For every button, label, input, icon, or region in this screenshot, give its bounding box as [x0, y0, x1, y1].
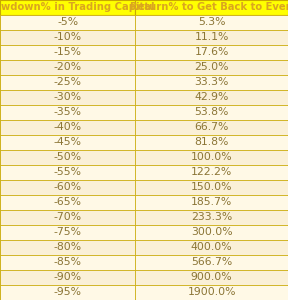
Text: 33.3%: 33.3%: [194, 77, 229, 87]
Bar: [0, 225, 135, 240]
Bar: [135, 285, 288, 300]
Bar: [135, 30, 288, 45]
Bar: [135, 75, 288, 90]
Text: 100.0%: 100.0%: [191, 152, 232, 162]
Bar: [0, 210, 135, 225]
Text: 53.8%: 53.8%: [194, 107, 229, 117]
Text: 66.7%: 66.7%: [194, 122, 229, 132]
Text: -75%: -75%: [54, 227, 82, 237]
Bar: [0, 45, 135, 60]
Text: -65%: -65%: [54, 197, 82, 207]
Bar: [135, 225, 288, 240]
Bar: [0, 15, 135, 30]
Bar: [0, 165, 135, 180]
Text: -30%: -30%: [54, 92, 82, 102]
Bar: [0, 255, 135, 270]
Bar: [135, 105, 288, 120]
Bar: [135, 150, 288, 165]
Bar: [135, 120, 288, 135]
Bar: [135, 60, 288, 75]
Text: 150.0%: 150.0%: [191, 182, 232, 192]
Bar: [135, 180, 288, 195]
Text: 81.8%: 81.8%: [194, 137, 229, 147]
Text: 122.2%: 122.2%: [191, 167, 232, 177]
Bar: [135, 0, 288, 15]
Text: -20%: -20%: [54, 62, 82, 72]
Text: 300.0%: 300.0%: [191, 227, 232, 237]
Text: 566.7%: 566.7%: [191, 257, 232, 268]
Text: 42.9%: 42.9%: [194, 92, 229, 102]
Text: -90%: -90%: [54, 272, 82, 283]
Bar: [0, 0, 135, 15]
Bar: [135, 210, 288, 225]
Bar: [0, 90, 135, 105]
Bar: [135, 240, 288, 255]
Bar: [0, 150, 135, 165]
Text: 17.6%: 17.6%: [194, 47, 229, 57]
Bar: [0, 195, 135, 210]
Bar: [0, 30, 135, 45]
Bar: [0, 120, 135, 135]
Text: -45%: -45%: [54, 137, 82, 147]
Text: 25.0%: 25.0%: [194, 62, 229, 72]
Text: 900.0%: 900.0%: [191, 272, 232, 283]
Text: -95%: -95%: [54, 287, 82, 298]
Text: -10%: -10%: [54, 32, 82, 42]
Text: -5%: -5%: [57, 17, 78, 27]
Bar: [135, 195, 288, 210]
Text: -55%: -55%: [54, 167, 82, 177]
Bar: [135, 270, 288, 285]
Text: -85%: -85%: [54, 257, 82, 268]
Bar: [0, 75, 135, 90]
Text: Return% to Get Back to Even: Return% to Get Back to Even: [130, 2, 288, 12]
Bar: [135, 165, 288, 180]
Text: 400.0%: 400.0%: [191, 242, 232, 252]
Bar: [0, 270, 135, 285]
Text: -40%: -40%: [54, 122, 82, 132]
Text: -50%: -50%: [54, 152, 82, 162]
Bar: [0, 240, 135, 255]
Bar: [135, 135, 288, 150]
Text: -70%: -70%: [54, 212, 82, 222]
Text: 1900.0%: 1900.0%: [187, 287, 236, 298]
Text: -15%: -15%: [54, 47, 82, 57]
Bar: [135, 15, 288, 30]
Bar: [0, 60, 135, 75]
Bar: [135, 45, 288, 60]
Text: 5.3%: 5.3%: [198, 17, 226, 27]
Text: 11.1%: 11.1%: [194, 32, 229, 42]
Bar: [0, 135, 135, 150]
Bar: [0, 285, 135, 300]
Text: Drawdown% in Trading Capital: Drawdown% in Trading Capital: [0, 2, 154, 12]
Text: -80%: -80%: [54, 242, 82, 252]
Bar: [135, 255, 288, 270]
Bar: [0, 180, 135, 195]
Text: 185.7%: 185.7%: [191, 197, 232, 207]
Text: -25%: -25%: [54, 77, 82, 87]
Bar: [135, 90, 288, 105]
Text: -35%: -35%: [54, 107, 82, 117]
Text: -60%: -60%: [54, 182, 82, 192]
Bar: [0, 105, 135, 120]
Text: 233.3%: 233.3%: [191, 212, 232, 222]
